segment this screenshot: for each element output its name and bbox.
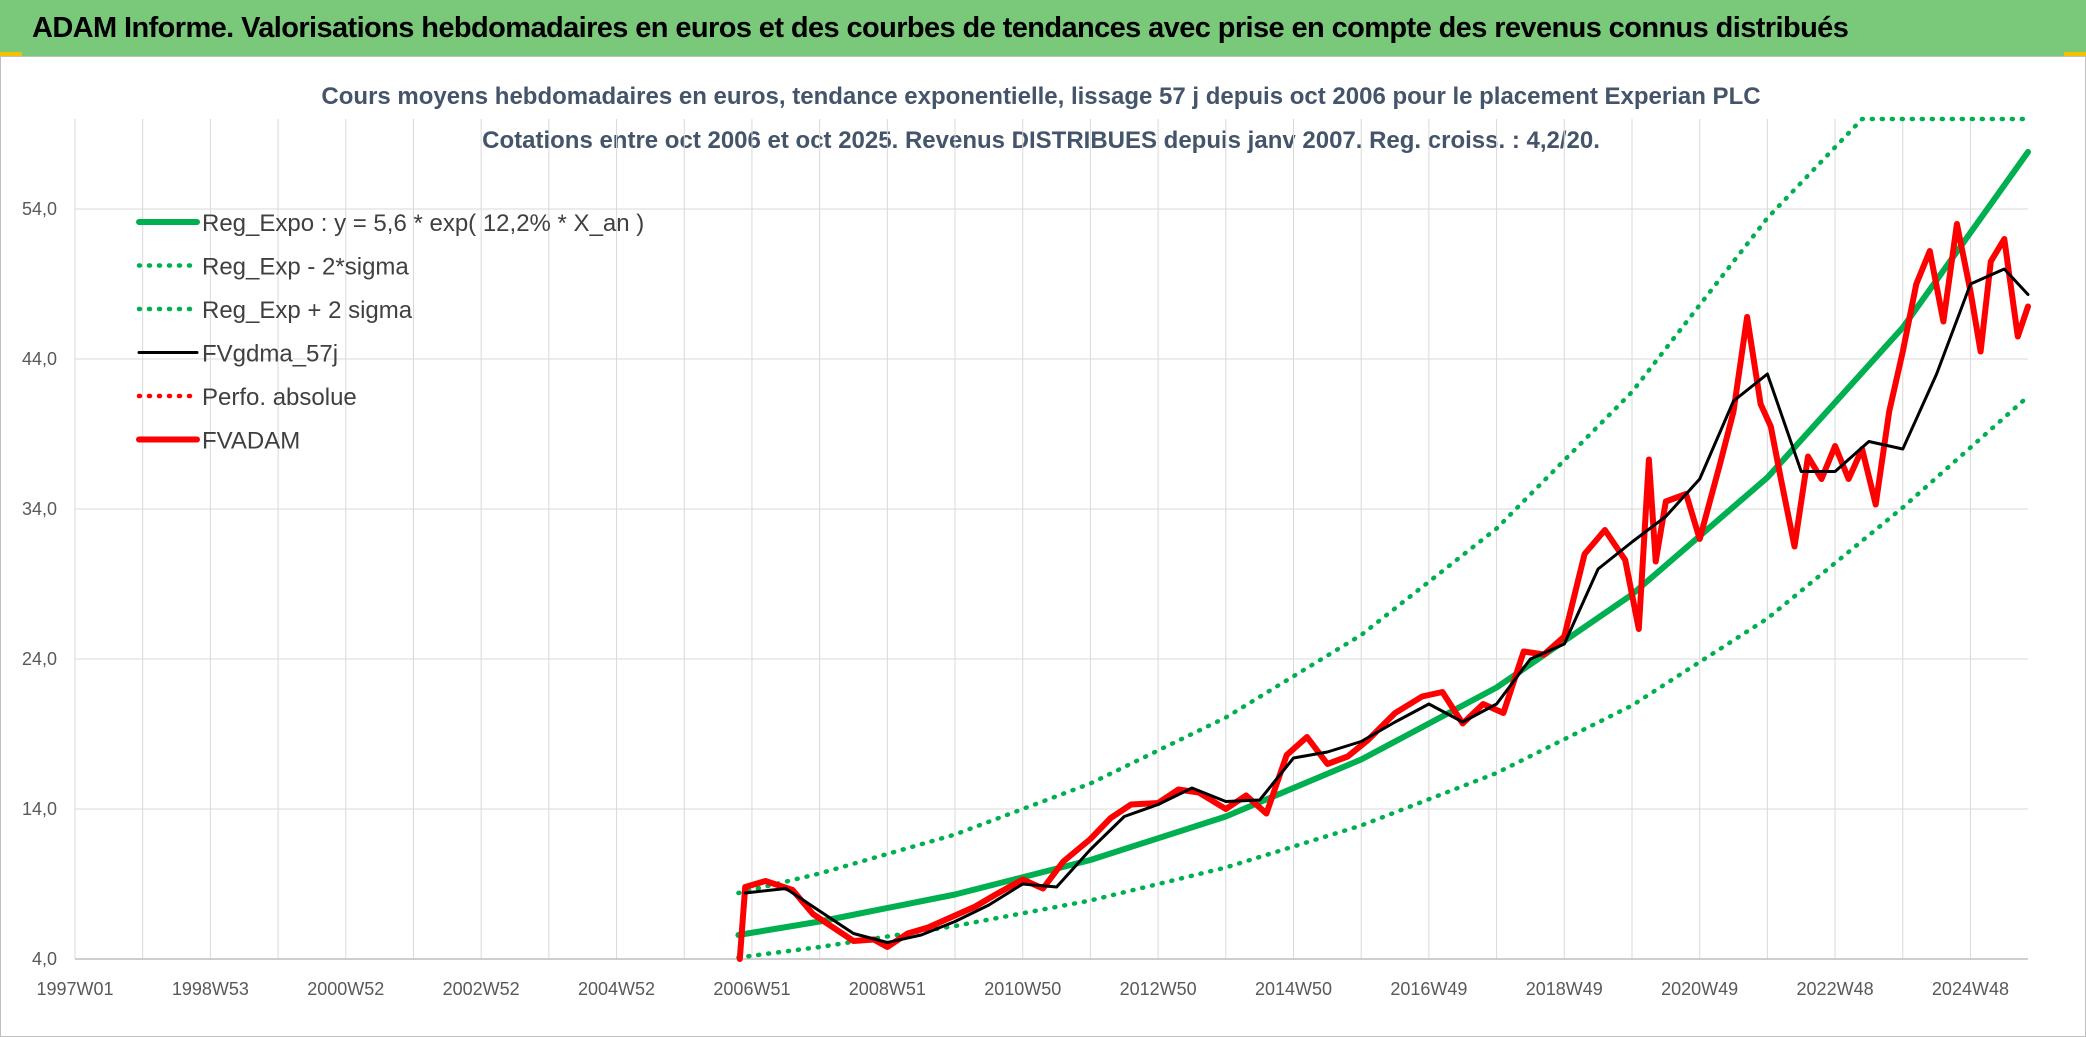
legend: Reg_Expo : y = 5,6 * exp( 12,2% * X_an )… xyxy=(136,210,644,455)
legend-label: Reg_Exp + 2 sigma xyxy=(202,297,413,324)
series-line-3 xyxy=(743,267,2030,944)
series-lines xyxy=(735,116,2031,962)
legend-label: Reg_Exp - 2*sigma xyxy=(202,254,409,281)
report-title: ADAM Informe. Valorisations hebdomadaire… xyxy=(32,11,1849,44)
x-tick-label: 2010W50 xyxy=(984,979,1061,999)
x-tick-label: 1998W53 xyxy=(172,979,249,999)
y-tick-label: 4,0 xyxy=(32,949,57,969)
x-tick-label: 2008W51 xyxy=(849,979,926,999)
x-tick-label: 2000W52 xyxy=(307,979,384,999)
y-tick-label: 34,0 xyxy=(22,499,57,519)
x-tick-label: 1997W01 xyxy=(36,979,113,999)
y-tick-label: 44,0 xyxy=(22,349,57,369)
legend-label: FVADAM xyxy=(202,428,300,455)
x-tick-label: 2022W48 xyxy=(1797,979,1874,999)
series-line-2 xyxy=(736,116,2031,896)
x-tick-label: 2016W49 xyxy=(1390,979,1467,999)
report-banner: ADAM Informe. Valorisations hebdomadaire… xyxy=(0,0,2086,56)
y-tick-label: 54,0 xyxy=(22,199,57,219)
x-tick-label: 2018W49 xyxy=(1526,979,1603,999)
series-line-1 xyxy=(736,394,2031,960)
corner-marker-right xyxy=(2064,52,2086,58)
x-tick-label: 2002W52 xyxy=(443,979,520,999)
chart-title: Cours moyens hebdomadaires en euros, ten… xyxy=(321,83,1760,110)
chart-area: Cours moyens hebdomadaires en euros, ten… xyxy=(0,56,2086,1037)
series-line-0 xyxy=(735,149,2031,938)
line-chart: Cours moyens hebdomadaires en euros, ten… xyxy=(22,83,2031,999)
axes: 4,0 14,0 24,0 34,0 44,0 54,0 1997W01 1998W53 200… xyxy=(22,199,2028,999)
x-tick-label: 2012W50 xyxy=(1120,979,1197,999)
chart-subtitle: Cotations entre oct 2006 et oct 2025. Re… xyxy=(482,127,1600,154)
corner-marker-left xyxy=(0,52,22,58)
legend-label: FVgdma_57j xyxy=(202,341,338,368)
x-tick-label: 2020W49 xyxy=(1661,979,1738,999)
x-tick-label: 2006W51 xyxy=(713,979,790,999)
x-tick-label: 2014W50 xyxy=(1255,979,1332,999)
legend-label: Reg_Expo : y = 5,6 * exp( 12,2% * X_an ) xyxy=(202,210,644,237)
gridlines xyxy=(74,119,2028,960)
x-tick-label: 2024W48 xyxy=(1932,979,2009,999)
y-tick-label: 24,0 xyxy=(22,649,57,669)
y-tick-label: 14,0 xyxy=(22,799,57,819)
legend-label: Perfo. absolue xyxy=(202,384,357,411)
x-tick-label: 2004W52 xyxy=(578,979,655,999)
